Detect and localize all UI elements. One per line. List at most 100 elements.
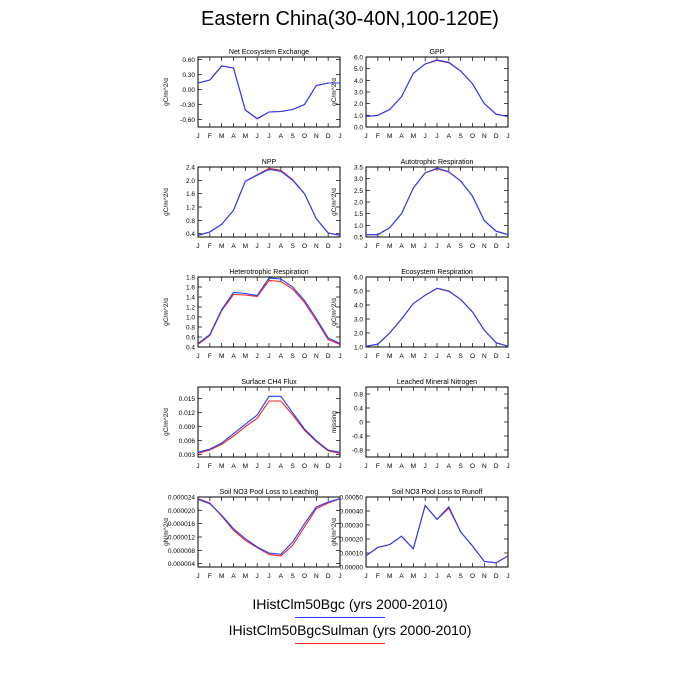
panel-title: GPP xyxy=(430,49,445,56)
series-line-1 xyxy=(197,400,341,454)
x-tick-label: A xyxy=(399,573,404,580)
x-tick-label: A xyxy=(447,133,452,140)
x-tick-label: M xyxy=(411,463,416,470)
plot-frame xyxy=(197,386,341,458)
panel-8: Soil NO3 Pool Loss to Leaching 0.000004 0.… xyxy=(163,489,342,580)
x-tick-label: N xyxy=(314,353,319,360)
x-tick-label: A xyxy=(279,133,284,140)
panel-title: NPP xyxy=(262,159,277,166)
x-tick-label: O xyxy=(470,463,475,470)
x-tick-label: A xyxy=(279,573,284,580)
x-tick-label: N xyxy=(314,463,319,470)
y-tick-label: -0.8 xyxy=(352,448,364,455)
y-tick-label: 6.0 xyxy=(354,55,363,62)
y-tick-label: 0.30 xyxy=(182,72,195,79)
x-tick-label: F xyxy=(208,463,212,470)
x-tick-label: J xyxy=(424,353,427,360)
y-tick-label: 1.0 xyxy=(354,113,363,120)
series-line-1 xyxy=(366,168,509,236)
x-tick-label: D xyxy=(326,463,331,470)
panel-title: Heterotrophic Respiration xyxy=(229,269,308,276)
panel-title: Autotrophic Respiration xyxy=(401,159,474,166)
y-axis-label: gC/m^2/d xyxy=(163,78,170,106)
y-tick-label: 1.8 xyxy=(186,275,195,282)
x-tick-label: J xyxy=(196,353,199,360)
x-tick-label: A xyxy=(231,243,236,250)
x-tick-label: M xyxy=(411,243,416,250)
series-line-1 xyxy=(365,287,509,347)
x-tick-label: O xyxy=(470,573,475,580)
y-tick-label: 0.000020 xyxy=(168,508,195,515)
x-tick-label: S xyxy=(458,133,463,140)
x-tick-label: A xyxy=(231,573,236,580)
plot-frame xyxy=(365,386,509,458)
x-tick-label: J xyxy=(256,463,259,470)
series-line-0 xyxy=(365,287,509,347)
x-tick-label: J xyxy=(256,573,259,580)
x-tick-label: M xyxy=(243,573,248,580)
y-tick-label: 0.8 xyxy=(186,325,195,332)
x-tick-label: A xyxy=(399,463,404,470)
x-tick-label: J xyxy=(364,573,367,580)
y-tick-label: 2.4 xyxy=(186,165,195,172)
y-tick-label: 0.000012 xyxy=(168,535,195,542)
x-tick-label: F xyxy=(376,133,380,140)
plot-frame xyxy=(365,56,509,128)
x-tick-label: J xyxy=(267,573,270,580)
y-tick-label: 1.0 xyxy=(354,223,363,230)
x-tick-label: M xyxy=(243,133,248,140)
x-tick-label: J xyxy=(424,573,427,580)
plot-frame xyxy=(197,276,341,348)
x-tick-label: A xyxy=(447,243,452,250)
y-tick-label: 1.2 xyxy=(186,305,195,312)
x-tick-label: A xyxy=(399,243,404,250)
x-tick-label: F xyxy=(208,353,212,360)
x-tick-label: J xyxy=(435,353,438,360)
x-tick-label: A xyxy=(447,573,452,580)
x-tick-label: J xyxy=(267,243,270,250)
x-tick-label: J xyxy=(424,243,427,250)
x-tick-label: N xyxy=(314,573,319,580)
x-tick-label: J xyxy=(338,243,341,250)
y-tick-label: 0.000024 xyxy=(168,495,195,502)
x-tick-label: O xyxy=(302,243,307,250)
x-tick-label: F xyxy=(208,133,212,140)
x-tick-label: N xyxy=(482,573,487,580)
y-tick-label: 1.0 xyxy=(186,315,195,322)
plot-frame xyxy=(197,56,341,128)
y-tick-label: 1.2 xyxy=(186,205,195,212)
y-tick-label: 1.0 xyxy=(354,345,363,352)
y-tick-label: 0.000004 xyxy=(168,561,195,568)
panel-title: Ecosystem Respiration xyxy=(401,269,473,276)
y-tick-label: 3.0 xyxy=(354,317,363,324)
x-tick-label: A xyxy=(231,353,236,360)
x-tick-label: J xyxy=(506,243,509,250)
y-tick-label: 2.0 xyxy=(354,101,363,108)
x-tick-label: M xyxy=(243,353,248,360)
y-tick-label: 0.00010 xyxy=(340,551,364,558)
x-tick-label: S xyxy=(458,353,463,360)
y-tick-label: 0.8 xyxy=(354,392,363,399)
x-tick-label: D xyxy=(494,463,499,470)
x-tick-label: N xyxy=(314,243,319,250)
series-line-0 xyxy=(365,504,509,564)
series-line-0 xyxy=(366,167,509,236)
y-tick-label: 0.009 xyxy=(179,424,196,431)
x-tick-label: J xyxy=(338,463,341,470)
panel-5: Ecosystem Respiration 1.0 2.0 3.0 4.0 5.0 6.0 g… xyxy=(331,269,510,360)
x-tick-label: M xyxy=(243,243,248,250)
x-tick-label: J xyxy=(506,573,509,580)
y-tick-label: 1.6 xyxy=(186,285,195,292)
x-tick-label: S xyxy=(290,463,295,470)
x-tick-label: J xyxy=(435,463,438,470)
x-tick-label: D xyxy=(494,243,499,250)
x-tick-label: N xyxy=(482,133,487,140)
y-tick-label: 1.4 xyxy=(186,295,195,302)
y-axis-label: gC/m^2/d xyxy=(163,298,170,326)
y-tick-label: 0.4 xyxy=(186,231,195,238)
x-tick-label: J xyxy=(506,353,509,360)
x-tick-label: F xyxy=(376,353,380,360)
series-line-1 xyxy=(365,504,509,564)
y-tick-label: 5.0 xyxy=(354,289,363,296)
